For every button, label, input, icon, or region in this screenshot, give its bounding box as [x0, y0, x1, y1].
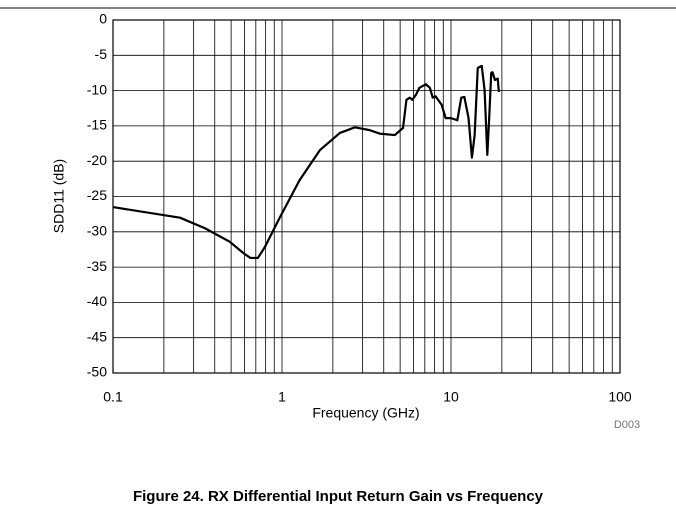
- y-axis-label: SDD11 (dB): [51, 159, 67, 233]
- figure-id: D003: [614, 419, 640, 431]
- y-tick-label: -25: [87, 187, 107, 203]
- x-axis-label: Frequency (GHz): [312, 405, 419, 421]
- y-tick-label: -30: [87, 223, 107, 239]
- y-tick-label: 0: [99, 11, 107, 27]
- y-tick-label: -15: [87, 117, 107, 133]
- y-tick-label: -35: [87, 258, 107, 274]
- x-tick-label: 1: [278, 389, 286, 405]
- y-tick-label: -5: [95, 46, 108, 62]
- plot-frame: [112, 19, 621, 374]
- y-tick-label: -40: [87, 293, 107, 309]
- caption: Figure 24. RX Differential Input Return …: [133, 488, 544, 505]
- y-tick-label: -20: [87, 152, 107, 168]
- y-tick-label: -50: [87, 364, 107, 380]
- y-tick-label: -45: [87, 328, 107, 344]
- x-tick-label: 100: [608, 389, 632, 405]
- data-line: [112, 64, 500, 260]
- x-tick-label: 10: [443, 389, 459, 405]
- y-tick-label: -10: [87, 81, 107, 97]
- x-tick-label: 0.1: [103, 389, 123, 405]
